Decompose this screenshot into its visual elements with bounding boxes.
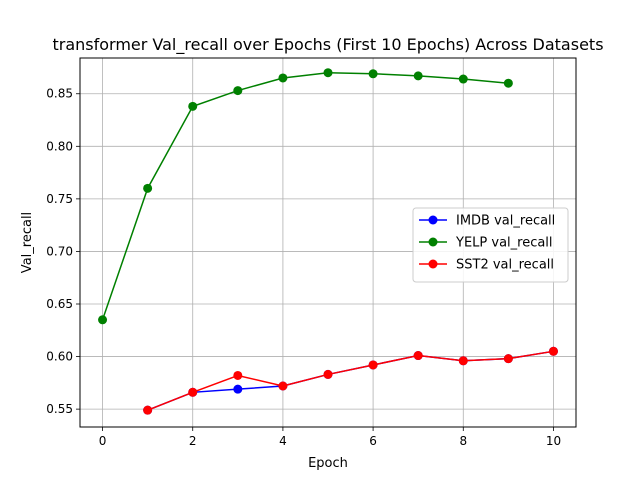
plot-area-frame bbox=[79, 57, 577, 428]
series-line bbox=[101, 71, 509, 321]
y-tick-label: 0.85 bbox=[46, 87, 73, 101]
series-layer bbox=[98, 68, 558, 415]
data-point bbox=[98, 315, 108, 325]
legend-item: IMDB val_recall bbox=[419, 214, 555, 229]
data-point bbox=[233, 86, 243, 96]
data-point bbox=[548, 346, 558, 356]
y-tick-label: 0.80 bbox=[46, 139, 73, 153]
data-point bbox=[368, 360, 378, 370]
legend-label: IMDB val_recall bbox=[456, 214, 555, 229]
data-point bbox=[458, 356, 468, 366]
data-point bbox=[188, 387, 198, 397]
legend-box bbox=[412, 207, 569, 283]
x-tick-label: 0 bbox=[99, 434, 107, 448]
data-point bbox=[323, 68, 333, 78]
x-tick-label: 4 bbox=[279, 434, 287, 448]
series-line bbox=[147, 350, 554, 411]
x-tick-label: 10 bbox=[546, 434, 561, 448]
data-point bbox=[413, 351, 423, 361]
y-tick-label: 0.55 bbox=[46, 402, 73, 416]
data-point bbox=[143, 183, 153, 193]
x-tick-label: 6 bbox=[369, 434, 377, 448]
legend-label: YELP val_recall bbox=[455, 236, 553, 251]
y-tick-label: 0.70 bbox=[46, 244, 73, 258]
legend-label: SST2 val_recall bbox=[456, 258, 554, 273]
y-tick-label: 0.75 bbox=[46, 192, 73, 206]
data-point bbox=[323, 369, 333, 379]
legend-marker bbox=[428, 237, 438, 247]
series-yelp bbox=[98, 68, 513, 325]
legend-item: YELP val_recall bbox=[419, 236, 553, 251]
legend-marker bbox=[428, 259, 438, 269]
y-axis-title: Val_recall bbox=[20, 212, 35, 273]
data-point bbox=[413, 71, 423, 81]
data-point bbox=[503, 78, 513, 88]
chart-title: transformer Val_recall over Epochs (Firs… bbox=[52, 35, 603, 55]
axis-ticks: 0 2 4 6 8 10 0.55 0.60 0.65 0.70 0.75 0.80 0.85 bbox=[46, 87, 561, 448]
data-point bbox=[233, 384, 243, 394]
series-sst2 bbox=[143, 346, 558, 415]
data-point bbox=[503, 354, 513, 364]
legend: IMDB val_recall YELP val_recall SST2 val_r… bbox=[412, 207, 569, 283]
data-point bbox=[143, 405, 153, 415]
y-tick-label: 0.65 bbox=[46, 297, 73, 311]
x-tick-label: 8 bbox=[459, 434, 467, 448]
x-axis-title: Epoch bbox=[308, 456, 348, 471]
y-tick-label: 0.60 bbox=[46, 350, 73, 364]
data-point bbox=[278, 381, 288, 391]
legend-item: SST2 val_recall bbox=[419, 258, 554, 273]
data-point bbox=[368, 69, 378, 79]
data-point bbox=[458, 74, 468, 84]
data-point bbox=[233, 370, 243, 380]
data-point bbox=[188, 101, 198, 111]
data-point bbox=[278, 73, 288, 83]
legend-marker bbox=[428, 215, 438, 225]
x-tick-label: 2 bbox=[189, 434, 197, 448]
